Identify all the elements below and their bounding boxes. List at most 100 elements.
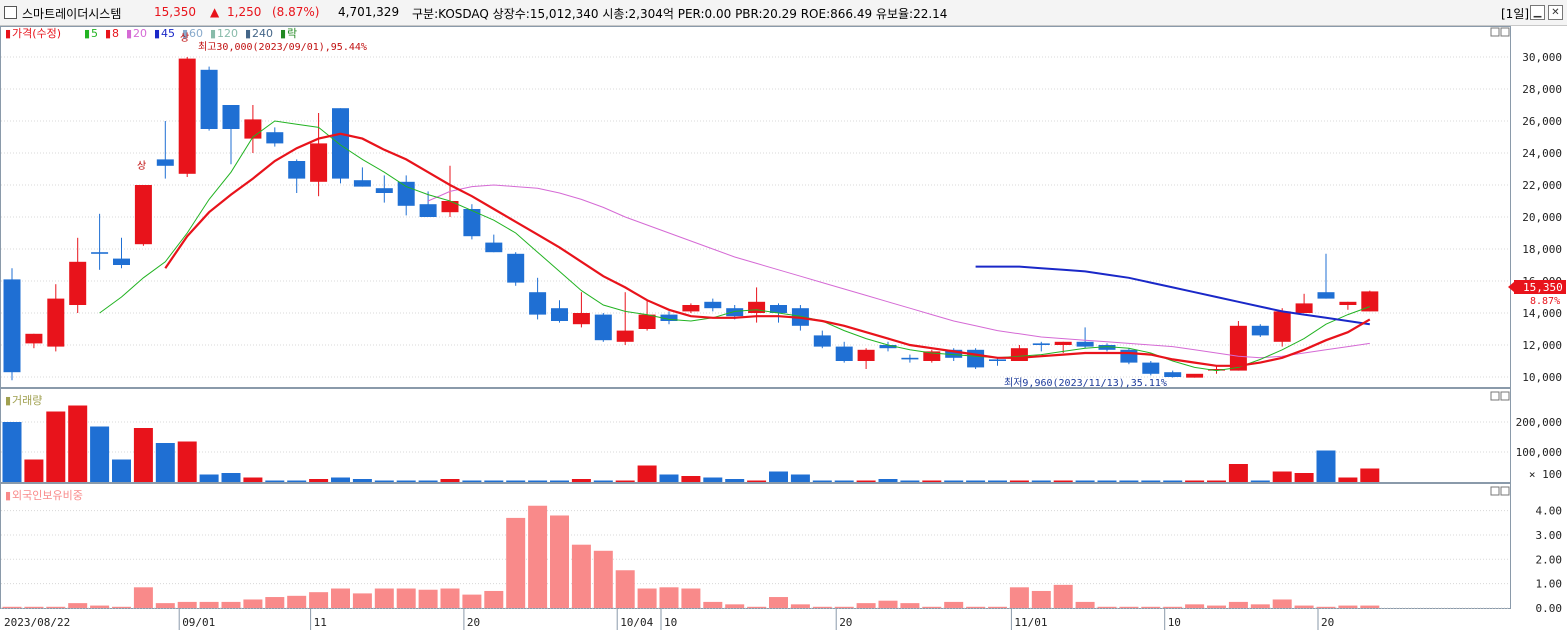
foreign-bar <box>1338 605 1358 608</box>
foreign-bar <box>1360 605 1380 608</box>
ma-layer <box>99 120 1371 372</box>
foreign-bar <box>1119 606 1139 608</box>
foreign-bar <box>1316 606 1336 608</box>
minimize-button[interactable]: ▁ <box>1530 5 1545 20</box>
candle-body <box>726 308 744 317</box>
volume-bar <box>1009 480 1029 482</box>
volume-bar <box>615 480 635 482</box>
candle-body <box>572 313 590 325</box>
legend-ma-label: 120 <box>217 27 238 40</box>
foreign-bar <box>1207 605 1226 608</box>
candle-body <box>113 258 130 265</box>
foreign-bar <box>1272 599 1292 608</box>
stock-chart[interactable]: 30,000 28,000 26,000 24,000 22,000 20,000 18,0… <box>0 26 1567 630</box>
foreign-bar <box>1141 606 1161 608</box>
foreign-panel <box>0 483 1511 609</box>
legend-ma-label: 60 <box>189 27 203 40</box>
date-label: 10 <box>664 616 677 629</box>
volume-bar <box>352 479 372 482</box>
legend-ma-marker: ▮ <box>154 27 160 40</box>
volume-bar <box>331 477 350 482</box>
high-annotation: 최고30,000(2023/09/01),95.44% <box>198 41 367 53</box>
foreign-bar <box>221 601 241 608</box>
volume-bar <box>1053 480 1073 482</box>
volume-bar <box>243 477 263 482</box>
candle-body <box>397 181 415 206</box>
foreign-bar <box>1031 590 1051 608</box>
volume-bar <box>659 474 679 482</box>
foreign-bar <box>1053 584 1073 608</box>
candle-body <box>945 349 963 358</box>
volume-bar <box>681 476 701 482</box>
volume-bar <box>571 479 591 482</box>
volume-bar <box>834 480 854 482</box>
candle-body <box>244 119 262 139</box>
price-tick-label: 20,000 <box>1522 211 1562 224</box>
candle-body <box>1120 349 1138 363</box>
foreign-bar <box>856 603 876 608</box>
foreign-bar <box>1294 605 1314 608</box>
foreign-bar <box>90 605 110 608</box>
volume-bar <box>1119 480 1139 482</box>
foreign-bar <box>769 597 788 608</box>
foreign-bar <box>900 603 920 608</box>
foreign-bar <box>1075 601 1095 608</box>
volume-bar <box>155 443 175 482</box>
foreign-bar <box>462 594 482 608</box>
volume-bar <box>1097 480 1117 482</box>
candle-body <box>1142 362 1160 374</box>
volume-bar <box>593 480 613 482</box>
foreign-bar <box>944 601 964 608</box>
panel-buttons[interactable] <box>1490 27 1510 496</box>
volume-bar <box>703 477 723 482</box>
date-label: 2023/08/22 <box>4 616 70 629</box>
volume-bar <box>1294 473 1314 482</box>
candle-body <box>266 132 284 144</box>
candle-body <box>901 357 919 360</box>
foreign-bar <box>112 606 131 608</box>
volume-bar <box>1228 464 1248 482</box>
foreign-bar <box>243 599 263 608</box>
volume-bar <box>221 473 241 482</box>
volume-bar <box>790 474 810 482</box>
candle-body <box>1054 341 1072 345</box>
close-button[interactable]: ✕ <box>1548 5 1563 20</box>
candle-body <box>441 201 459 213</box>
candle-body <box>1339 301 1357 305</box>
candle-body <box>200 69 218 129</box>
period-selector[interactable]: [1일] <box>1501 7 1530 21</box>
volume-bar <box>922 480 942 482</box>
legend-ma-marker: ▮ <box>126 27 132 40</box>
legend-ma-label: 8 <box>112 27 119 40</box>
volume-bar <box>725 479 745 482</box>
candle-body <box>616 330 634 342</box>
candle-body <box>835 346 853 361</box>
candle-body <box>288 161 306 179</box>
volume-bar <box>440 479 460 482</box>
foreign-bar <box>265 597 285 608</box>
volume-bar <box>550 480 569 482</box>
date-label: 11/01 <box>1014 616 1047 629</box>
foreign-bar <box>199 601 219 608</box>
foreign-bar <box>24 606 44 608</box>
candle-body <box>178 58 196 174</box>
foreign-bar <box>1097 606 1117 608</box>
candle-body <box>1032 343 1050 345</box>
candle-body <box>967 349 985 368</box>
candle-body <box>660 314 678 321</box>
legend-price-label: 가격(수정) <box>12 27 61 40</box>
volume-bar <box>177 441 197 482</box>
foreign-bar <box>1185 604 1205 608</box>
price-legend: ▮ 가격(수정) ▮ 5 ▮ 8 ▮ 20 ▮ 45 ▮ 60 ▮ 120 ▮ 240 ▮ 락 <box>5 27 297 40</box>
volume-bar <box>1338 477 1358 482</box>
sang-label-2: 상 <box>180 32 189 44</box>
select-checkbox[interactable] <box>4 6 17 19</box>
price-tick-label: 10,000 <box>1522 371 1562 384</box>
foreign-panel-restore-icon <box>1490 486 1500 496</box>
foreign-bar <box>352 593 372 608</box>
volume-bar <box>769 471 788 482</box>
stock-info: 구분:KOSDAQ 상장수:15,012,340 시총:2,304억 PER:0… <box>412 7 948 21</box>
candle-body <box>1229 325 1247 371</box>
candle-body <box>3 279 21 373</box>
legend-ma-label: 5 <box>91 27 98 40</box>
